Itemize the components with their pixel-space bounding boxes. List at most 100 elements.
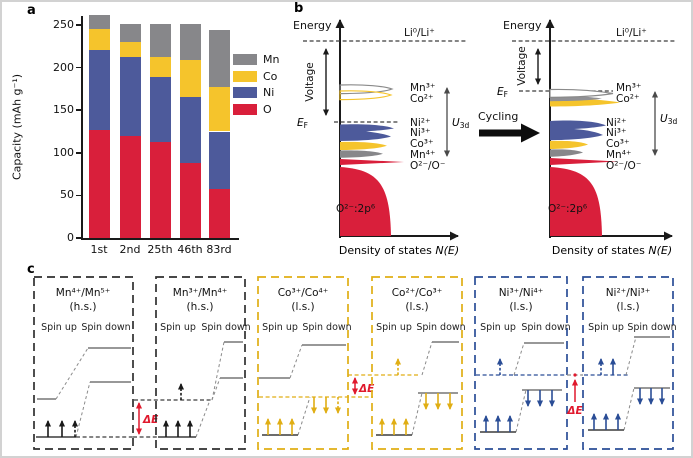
dos-co2-empty-states: [339, 90, 393, 101]
bar-segment-Mn: [88, 14, 110, 30]
bar-segment-O: [119, 135, 141, 238]
dos-mn4-states: [340, 150, 383, 158]
y-tick-label: 200: [53, 60, 74, 74]
box-title: Co²⁺/Co³⁺: [392, 287, 443, 299]
y-tick-mark: [76, 237, 82, 239]
bar-segment-Mn: [149, 24, 171, 58]
box-subtitle: (l.s.): [291, 301, 314, 313]
bar-segment-O: [208, 188, 230, 238]
bar-chart-canvas: 0 50 100 150 200 250 1st 2nd 25th 46th 83rd Mn Co Ni O: [0, 0, 300, 260]
li-level-label: Li⁰/Li⁺: [616, 27, 647, 39]
energy-axis-label: Energy: [293, 19, 332, 32]
y-tick-mark: [76, 24, 82, 26]
energy-axis-label: Energy: [503, 19, 542, 32]
dos-co3-states: [550, 140, 588, 149]
dos-x-axis-label: Density of states N(E): [339, 244, 459, 257]
fermi-level-label: EF: [497, 86, 508, 99]
box-title: Ni²⁺/Ni³⁺: [606, 287, 651, 299]
y-tick-mark: [76, 109, 82, 111]
o2p-band-label: O²⁻:2p⁶: [336, 203, 375, 215]
y-tick-mark: [76, 66, 82, 69]
y-tick-label: 50: [60, 188, 74, 202]
dos-panel: Energy Li⁰/Li⁺ Voltage EF Mn³⁺ Co²⁺ N: [293, 19, 677, 257]
u3d-label: U3d: [452, 117, 469, 130]
spin-down-label: Spin down: [416, 322, 465, 333]
label-co3: Co³⁺: [606, 138, 630, 150]
y-tick-label: 250: [53, 18, 74, 31]
bar-segment-Ni: [88, 49, 110, 130]
label-mn3: Mn³⁺: [616, 82, 641, 94]
box-subtitle: (h.s.): [187, 301, 214, 313]
legend-swatch-Ni: [233, 87, 257, 98]
bar-segment-Ni: [208, 131, 230, 189]
delta-e-label: ΔE: [142, 414, 159, 426]
spin-up-label: Spin up: [376, 322, 412, 333]
dos-o-redox-states: [340, 159, 404, 165]
box-subtitle: (l.s.): [616, 301, 639, 313]
spin-box-ni2-ni3: Ni²⁺/Ni³⁺ (l.s.) Spin up Spin down: [582, 276, 677, 450]
label-o-redox: O²⁻/O⁻: [410, 160, 445, 172]
delta-e-co: ΔE: [351, 376, 375, 396]
cycling-label: Cycling: [478, 110, 518, 123]
o2p-band-label: O²⁻:2p⁶: [548, 203, 587, 215]
x-tick-label: 25th: [147, 243, 173, 256]
label-mn4: Mn⁴⁺: [606, 149, 631, 161]
box-subtitle: (h.s.): [70, 301, 97, 313]
legend-label-Co: Co: [263, 69, 278, 83]
spin-box-co3-co4: Co³⁺/Co⁴⁺ (l.s.) Spin up Spin down: [257, 276, 373, 450]
legend-label-Ni: Ni: [263, 86, 275, 99]
bar-segment-Co: [88, 29, 110, 50]
bar-segment-Ni: [149, 76, 171, 142]
spin-box-co2-co3: Co²⁺/Co³⁺ (l.s.) Spin up Spin down: [348, 276, 466, 450]
spin-down-label: Spin down: [627, 322, 676, 333]
dos-mn3-empty-states: [339, 84, 394, 95]
bar-segment-Ni: [119, 57, 141, 136]
dos-mn4-states: [550, 149, 583, 157]
bar-segment-O: [179, 163, 201, 238]
dos-o-redox-states: [550, 158, 618, 165]
y-tick-label: 100: [53, 145, 74, 159]
dos-ni-states: [550, 120, 606, 141]
bar-segment-Co: [119, 42, 141, 58]
spin-down-label: Spin down: [81, 322, 130, 333]
box-title: Mn⁴⁺/Mn⁵⁺: [56, 287, 110, 299]
label-ni3: Ni³⁺: [410, 127, 431, 139]
bar-segment-Co: [149, 57, 171, 77]
delta-e-label: ΔE: [566, 405, 583, 417]
y-tick-mark: [76, 194, 82, 197]
x-tick-label: 2nd: [119, 243, 141, 256]
delta-e-ni: ΔE: [566, 373, 583, 417]
box-title: Ni³⁺/Ni⁴⁺: [499, 287, 544, 299]
spin-box-mn4-mn5: Mn⁴⁺/Mn⁵⁺ (h.s.) Spin up Spin down: [33, 276, 134, 450]
cycling-annotation: Cycling: [478, 110, 540, 143]
u3d-label: U3d: [660, 113, 677, 126]
panel-c-label: c: [27, 262, 35, 277]
label-mn4: Mn⁴⁺: [410, 149, 435, 161]
li-level-label: Li⁰/Li⁺: [404, 27, 435, 39]
bar-segment-Mn: [208, 30, 230, 88]
y-tick-mark: [76, 152, 82, 154]
box-subtitle: (l.s.): [509, 301, 532, 313]
legend-swatch-Mn: [233, 54, 257, 65]
dos-o2p-band: [340, 167, 391, 236]
spin-down-label: Spin down: [302, 322, 351, 333]
spin-up-label: Spin up: [480, 322, 516, 333]
dos-x-axis-label: Density of states N(E): [552, 244, 672, 257]
bar-segment-Ni: [179, 97, 201, 163]
y-axis-line: [81, 16, 83, 239]
label-ni2: Ni²⁺: [410, 117, 431, 129]
dos-right: Energy Li⁰/Li⁺ Voltage EF Mn³⁺ Co²⁺ N: [497, 19, 677, 257]
spin-panel: Mn⁴⁺/Mn⁵⁺ (h.s.) Spin up Spin down ΔE Mn…: [33, 276, 677, 450]
bar-segment-Mn: [119, 24, 141, 43]
voltage-label: Voltage: [516, 46, 528, 85]
label-o-redox: O²⁻/O⁻: [606, 160, 641, 172]
spin-box-ni3-ni4: Ni³⁺/Ni⁴⁺ (l.s.) Spin up Spin down: [474, 276, 571, 450]
label-co2: Co²⁺: [410, 93, 434, 105]
spin-up-label: Spin up: [588, 322, 624, 333]
delta-e-label: ΔE: [358, 383, 375, 395]
box-title: Mn³⁺/Mn⁴⁺: [173, 287, 227, 299]
label-ni3: Ni³⁺: [606, 127, 627, 139]
cycling-arrow-icon: [479, 123, 540, 143]
legend-swatch-O: [233, 103, 257, 115]
